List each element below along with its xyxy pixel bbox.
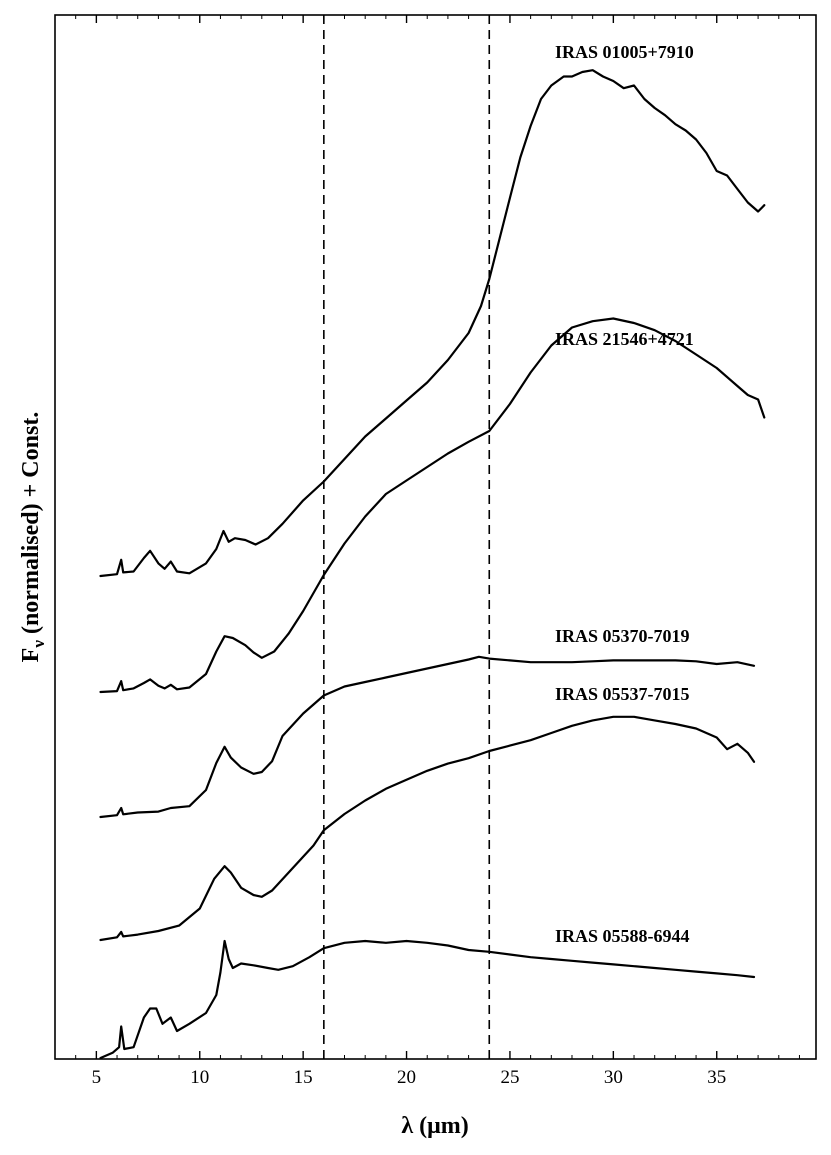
x-tick-label: 15 — [294, 1067, 313, 1088]
spectrum-line-5 — [99, 939, 756, 1060]
plot-frame — [54, 14, 817, 1060]
spectrum-line-2 — [99, 317, 766, 694]
series-labels: IRAS 01005+7910 IRAS 21546+4721 IRAS 05370… — [555, 42, 694, 946]
x-tick-label: 30 — [604, 1067, 623, 1088]
spectrum-line-4 — [99, 715, 756, 942]
series-label-2: IRAS 21546+4721 — [555, 329, 694, 349]
spectrum-line-1 — [99, 69, 766, 578]
y-axis-label: Fν (normalised) + Const. — [18, 412, 48, 663]
series-label-3: IRAS 05370-7019 — [555, 626, 690, 646]
series-label-4: IRAS 05537-7015 — [555, 684, 690, 704]
y-axis-label-rest: (normalised) + Const. — [18, 412, 44, 640]
x-tick-label: 25 — [500, 1067, 519, 1088]
x-axis-ticks: 5 10 15 20 25 30 35 — [54, 15, 800, 1088]
x-tick-label: 35 — [707, 1067, 726, 1088]
series-label-1: IRAS 01005+7910 — [555, 42, 694, 62]
x-axis-label: λ (μm) — [401, 1113, 468, 1139]
series-label-5: IRAS 05588-6944 — [555, 926, 690, 946]
spectrum-line-3 — [99, 655, 756, 819]
x-tick-label: 10 — [190, 1067, 209, 1088]
y-axis-label-sub: ν — [29, 640, 48, 649]
x-tick-label: 20 — [397, 1067, 416, 1088]
reference-lines — [323, 15, 491, 1059]
spectra-series — [99, 69, 766, 1060]
y-axis-label-main: F — [18, 648, 44, 663]
x-tick-label: 5 — [92, 1067, 102, 1088]
